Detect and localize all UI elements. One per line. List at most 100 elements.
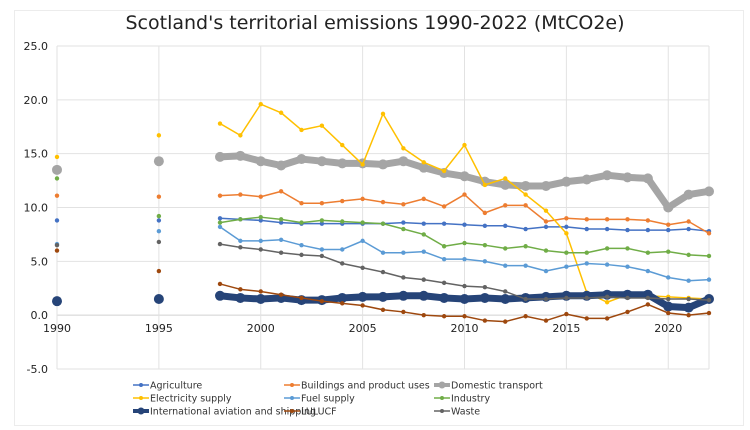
data-point xyxy=(584,250,589,255)
legend-swatch-marker xyxy=(139,396,143,400)
data-point xyxy=(503,319,508,324)
data-point xyxy=(217,241,223,247)
data-point xyxy=(704,186,714,197)
data-point xyxy=(459,294,470,305)
x-tick-label: 2005 xyxy=(349,322,377,335)
data-point xyxy=(602,170,613,181)
legend-swatch-marker xyxy=(290,409,294,413)
legend-swatch-marker xyxy=(137,407,145,415)
data-point xyxy=(156,228,162,234)
data-point xyxy=(462,192,467,197)
series-waste xyxy=(54,239,712,303)
data-point xyxy=(543,268,549,274)
data-point xyxy=(564,311,569,317)
data-point xyxy=(217,220,223,225)
data-point xyxy=(625,264,630,269)
legend-item: Waste xyxy=(434,407,480,418)
data-point xyxy=(337,158,348,169)
data-point xyxy=(360,303,365,308)
data-point xyxy=(604,294,610,300)
data-point xyxy=(645,268,651,274)
data-point xyxy=(645,250,651,255)
data-point xyxy=(380,111,386,117)
data-point xyxy=(156,133,162,138)
data-point xyxy=(686,296,691,302)
data-point xyxy=(278,189,284,194)
data-point xyxy=(564,264,569,269)
legend-item: Agriculture xyxy=(133,381,202,392)
data-point xyxy=(441,280,447,286)
data-point xyxy=(645,227,651,233)
data-point xyxy=(604,217,610,222)
data-point xyxy=(238,287,243,292)
data-point xyxy=(625,217,630,222)
data-point xyxy=(584,226,589,232)
data-point xyxy=(645,218,651,223)
y-tick-label: 0.0 xyxy=(31,309,49,322)
data-point xyxy=(666,222,671,227)
data-point xyxy=(299,220,304,225)
series-buildings-and-product-uses xyxy=(54,189,712,236)
data-point xyxy=(156,239,162,245)
data-point xyxy=(441,221,447,226)
data-point xyxy=(380,269,386,275)
data-point xyxy=(462,283,467,289)
data-point xyxy=(276,160,287,171)
data-point xyxy=(299,295,304,301)
data-point xyxy=(459,171,470,182)
data-point xyxy=(401,275,406,280)
data-point xyxy=(278,220,284,225)
y-tick-label: -5.0 xyxy=(27,363,48,376)
legend: Agriculture Buildings and product uses Dom… xyxy=(133,381,543,418)
legend-item: LULUCF xyxy=(284,407,337,418)
data-point xyxy=(523,192,528,197)
data-point xyxy=(54,154,60,160)
data-point xyxy=(360,220,365,225)
data-point xyxy=(666,227,671,233)
data-point xyxy=(541,180,551,191)
data-point xyxy=(340,198,345,204)
legend-label: Buildings and product uses xyxy=(301,381,430,392)
data-point xyxy=(238,238,243,244)
data-point xyxy=(319,247,325,252)
legend-item: Industry xyxy=(434,394,490,405)
legend-item: International aviation and shipping xyxy=(133,407,316,418)
data-point xyxy=(319,200,325,206)
data-point xyxy=(153,294,164,305)
series-fuel-supply xyxy=(54,224,712,283)
data-point xyxy=(686,252,691,258)
legend-item: Domestic transport xyxy=(434,381,543,392)
data-point xyxy=(258,238,263,244)
data-point xyxy=(683,189,694,200)
data-point xyxy=(706,297,712,303)
data-point xyxy=(462,142,467,148)
data-point xyxy=(543,248,549,253)
y-tick-label: 25.0 xyxy=(24,40,49,53)
legend-label: Fuel supply xyxy=(301,394,355,405)
data-point xyxy=(360,265,365,270)
data-point xyxy=(418,162,429,173)
y-tick-label: 20.0 xyxy=(24,94,49,107)
data-point xyxy=(217,224,223,230)
data-point xyxy=(503,263,508,268)
data-point xyxy=(217,216,223,221)
legend-label: Electricity supply xyxy=(150,394,232,405)
data-point xyxy=(462,314,467,319)
data-point xyxy=(523,263,528,268)
data-point xyxy=(543,296,549,302)
data-point xyxy=(319,123,325,128)
legend-swatch-marker xyxy=(139,383,143,387)
data-point xyxy=(543,208,549,213)
data-point xyxy=(520,180,531,191)
data-point xyxy=(523,226,528,232)
data-point xyxy=(482,242,488,248)
data-point xyxy=(258,194,263,199)
data-point xyxy=(604,226,610,232)
data-point xyxy=(543,318,549,323)
data-point xyxy=(503,223,508,229)
data-point xyxy=(255,156,266,167)
data-point xyxy=(299,252,304,258)
data-point xyxy=(625,309,630,315)
x-tick-label: 1990 xyxy=(43,322,71,335)
data-point xyxy=(156,268,162,274)
